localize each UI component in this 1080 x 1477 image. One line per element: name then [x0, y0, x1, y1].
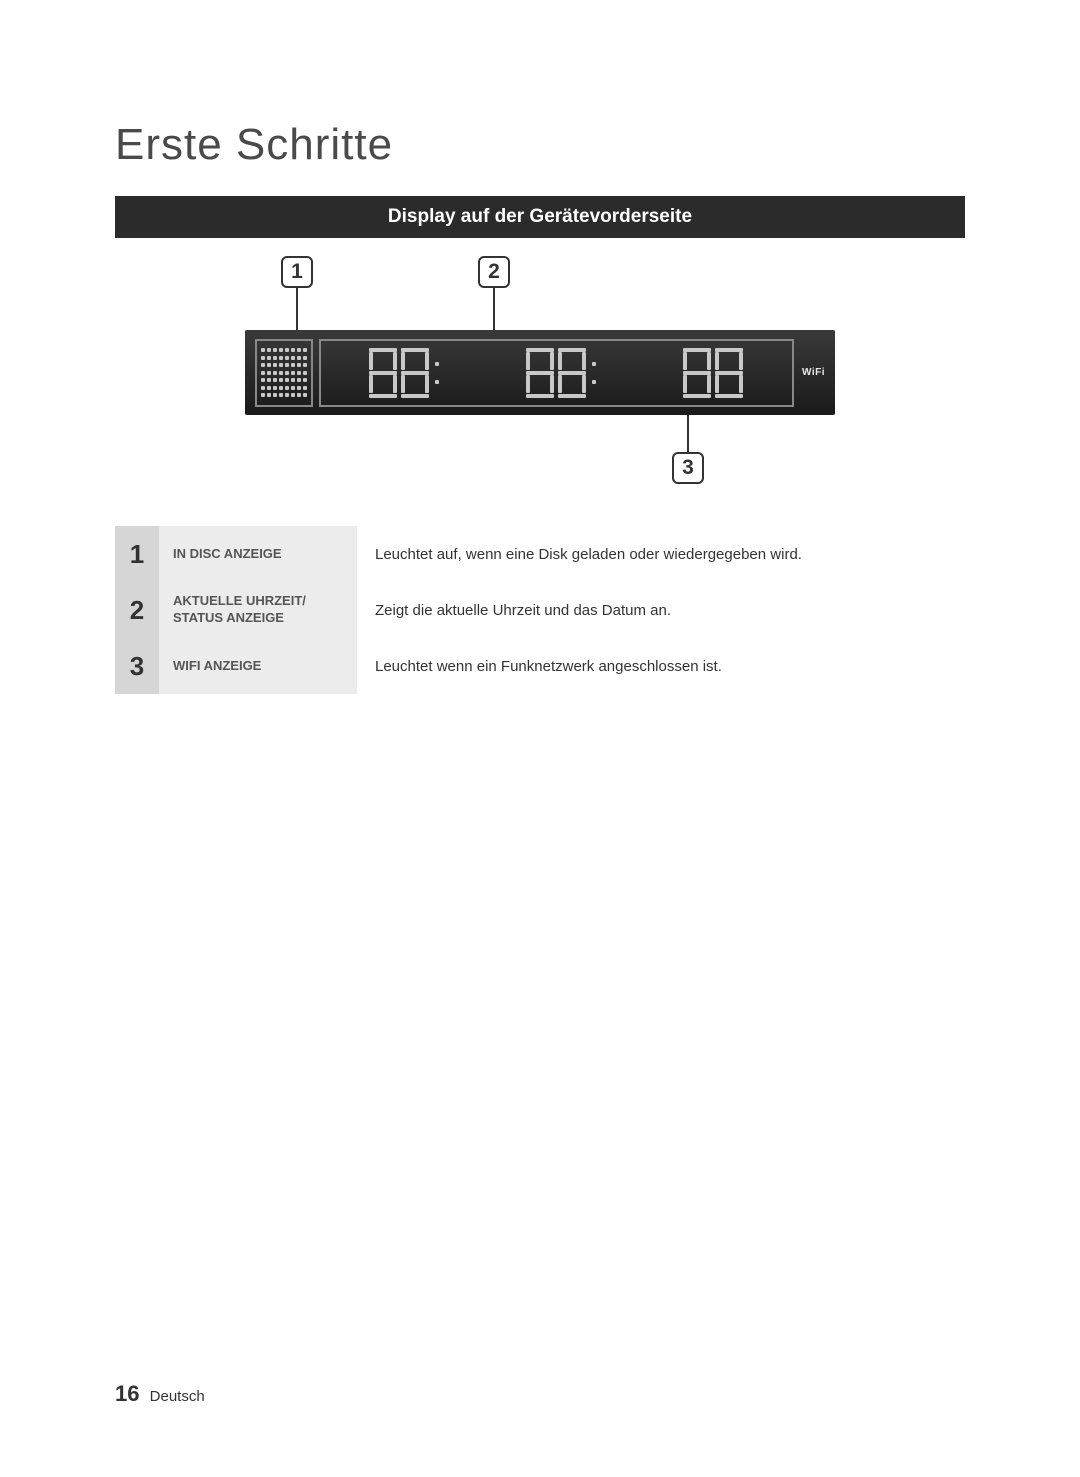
lead-line-3 [687, 415, 689, 452]
time-status-block [319, 339, 794, 407]
section-title-bar: Display auf der Gerätevorderseite [115, 196, 965, 238]
legend-row: 2 AKTUELLE UHRZEIT/ STATUS ANZEIGE Zeigt… [115, 582, 965, 638]
callout-1: 1 [281, 256, 313, 288]
legend-desc: Zeigt die aktuelle Uhrzeit und das Datum… [357, 582, 965, 638]
page-footer: 16 Deutsch [115, 1381, 205, 1407]
legend-label: AKTUELLE UHRZEIT/ STATUS ANZEIGE [159, 582, 357, 638]
legend-row: 3 WIFI ANZEIGE Leuchtet wenn ein Funknet… [115, 638, 965, 694]
legend-desc: Leuchtet wenn ein Funknetzwerk angeschlo… [357, 638, 965, 694]
legend-num: 3 [115, 638, 159, 694]
callout-3: 3 [672, 452, 704, 484]
lead-line-2 [493, 288, 495, 330]
footer-language: Deutsch [150, 1388, 205, 1405]
device-front-panel: WiFi [245, 330, 835, 415]
callout-2: 2 [478, 256, 510, 288]
page-title: Erste Schritte [115, 120, 965, 170]
wifi-label: WiFi [802, 367, 825, 378]
legend-desc: Leuchtet auf, wenn eine Disk geladen ode… [357, 526, 965, 582]
legend-table: 1 IN DISC ANZEIGE Leuchtet auf, wenn ein… [115, 526, 965, 694]
legend-row: 1 IN DISC ANZEIGE Leuchtet auf, wenn ein… [115, 526, 965, 582]
lead-line-1 [296, 288, 298, 330]
legend-label: WIFI ANZEIGE [159, 638, 357, 694]
legend-num: 2 [115, 582, 159, 638]
disc-indicator-block [255, 339, 313, 407]
legend-label: IN DISC ANZEIGE [159, 526, 357, 582]
legend-num: 1 [115, 526, 159, 582]
device-diagram: 1 2 [115, 256, 965, 506]
page-number: 16 [115, 1381, 139, 1406]
